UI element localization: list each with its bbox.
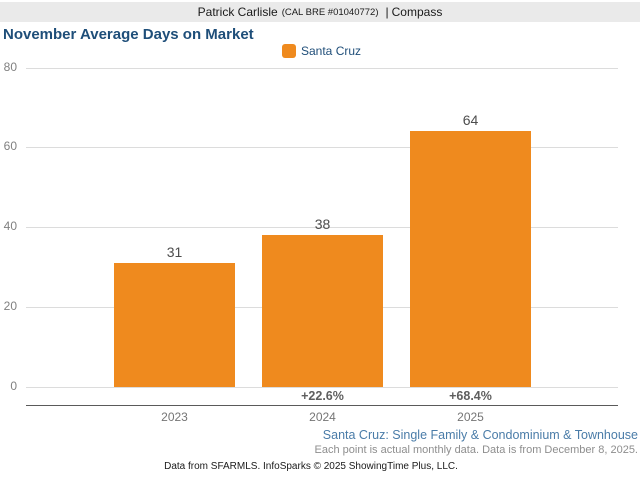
y-axis-tick-label: 20 [3, 299, 17, 314]
bar-value-label-2023: 31 [166, 244, 183, 261]
footer-subtitle: Santa Cruz: Single Family & Condominium … [322, 428, 638, 442]
legend-swatch-icon [282, 44, 296, 58]
gridline-y-80 [26, 67, 618, 69]
chart-title: November Average Days on Market [3, 26, 254, 43]
footer-attribution: Data from SFARMLS. InfoSparks © 2025 Sho… [164, 461, 458, 472]
legend-label: Santa Cruz [301, 44, 362, 58]
agent-name: Patrick Carlisle [197, 5, 278, 19]
y-axis-tick-label: 0 [10, 379, 17, 393]
footer-note: Each point is actual monthly data. Data … [314, 444, 638, 456]
agent-license: (CAL BRE #01040772) [281, 6, 379, 18]
legend-item-santa-cruz[interactable]: Santa Cruz [282, 44, 361, 58]
pct-change-label-2025: +68.4% [449, 389, 492, 403]
y-axis-tick-label: 80 [3, 59, 17, 74]
bar-2023[interactable] [114, 263, 235, 387]
gridline-y-40 [26, 227, 618, 229]
x-axis-label-2024: 2024 [309, 410, 336, 424]
y-axis-tick-label: 60 [3, 139, 17, 154]
gridline-y-60 [26, 147, 618, 149]
bar-value-label-2024: 38 [314, 216, 331, 233]
bar-2024[interactable] [262, 235, 383, 387]
y-axis-tick-label: 40 [3, 219, 17, 234]
x-axis-line [26, 405, 618, 406]
bar-value-label-2025: 64 [462, 112, 479, 129]
header-band: Patrick Carlisle (CAL BRE #01040772) | C… [0, 2, 640, 22]
x-axis-label-2025: 2025 [457, 410, 484, 424]
header-separator: | [385, 5, 389, 19]
pct-change-label-2024: +22.6% [301, 389, 344, 403]
bar-2025[interactable] [410, 131, 531, 387]
x-axis-label-2023: 2023 [161, 410, 188, 424]
gridline-y-0 [26, 387, 618, 388]
brand-name: Compass [391, 5, 443, 19]
